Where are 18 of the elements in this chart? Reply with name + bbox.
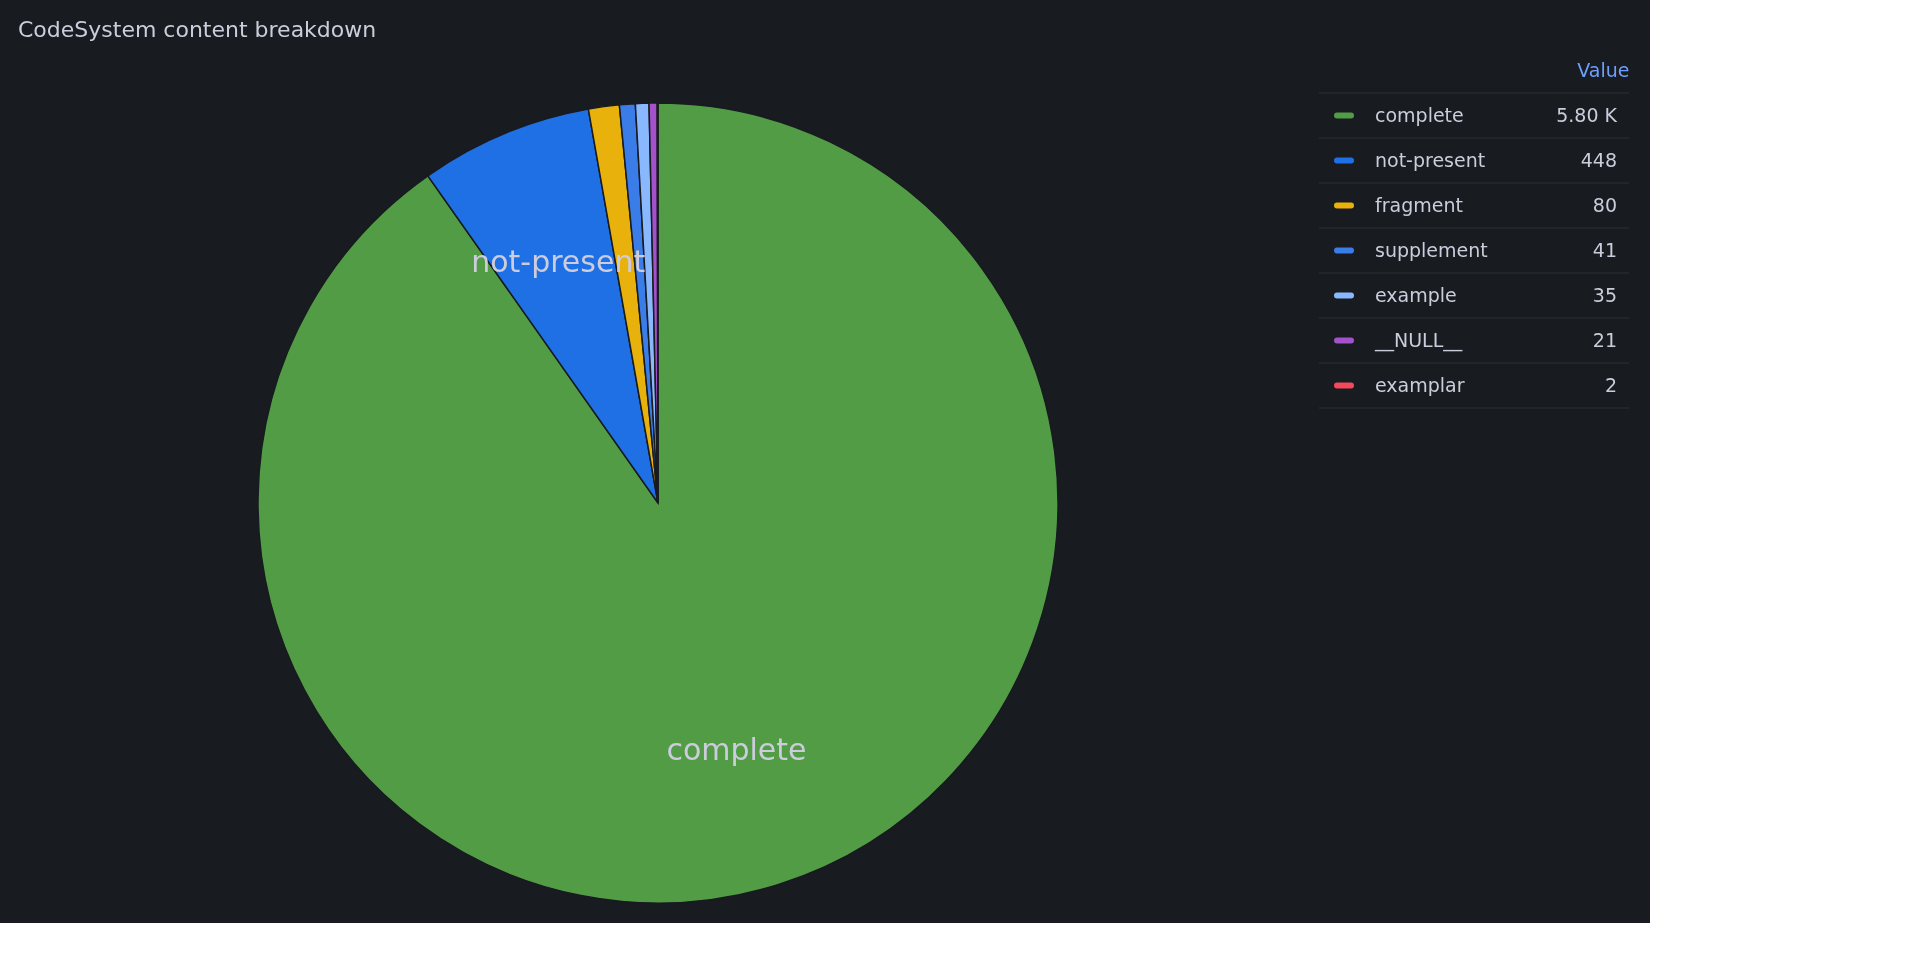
data-label: 21: [1592, 328, 1617, 351]
legend-label: not-present: [1375, 148, 1486, 171]
slice-label: complete: [666, 731, 807, 767]
legend-label: __NULL__: [1374, 328, 1463, 352]
legend-label: supplement: [1375, 238, 1488, 261]
legend-label: examplar: [1375, 373, 1465, 396]
legend-label: fragment: [1375, 193, 1463, 216]
chart-title: CodeSystem content breakdown: [18, 16, 377, 42]
data-label: 448: [1580, 148, 1617, 171]
legend-label: example: [1375, 283, 1457, 306]
data-label: 35: [1592, 283, 1617, 306]
data-label: 80: [1592, 193, 1617, 216]
legend-title: Value: [1577, 58, 1630, 81]
data-label: 41: [1592, 238, 1617, 261]
data-label: 2: [1604, 373, 1617, 396]
data-label: 5.80 K: [1556, 103, 1618, 126]
legend-label: complete: [1375, 103, 1464, 126]
pie-slice: [257, 102, 1059, 904]
